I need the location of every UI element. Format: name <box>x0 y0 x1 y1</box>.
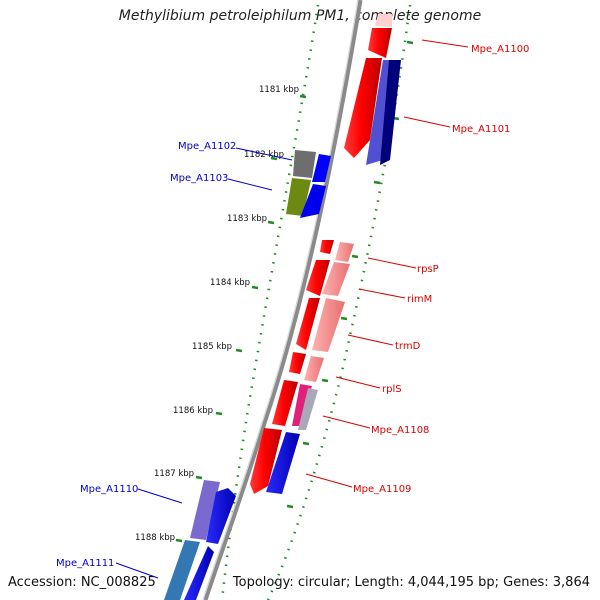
gene-feature-mpe-a1100[interactable] <box>368 14 392 58</box>
gene-feature-rpsp[interactable] <box>320 240 354 262</box>
kbp-label: 1185 kbp <box>192 342 232 352</box>
kbp-label: 1186 kbp <box>173 406 213 416</box>
gene-label-mpe-a1111: Mpe_A1111 <box>56 558 114 569</box>
leader-lines <box>115 39 469 579</box>
gene-label-mpe-a1103: Mpe_A1103 <box>170 173 228 184</box>
backbone-ring <box>202 0 363 600</box>
gene-label-mpe-a1101: Mpe_A1101 <box>452 124 510 135</box>
kbp-label: 1187 kbp <box>154 469 194 479</box>
gene-feature-trmd[interactable] <box>296 298 345 352</box>
gene-feature-rimm[interactable] <box>306 260 350 296</box>
gene-label-mpe-a1110: Mpe_A1110 <box>80 484 138 495</box>
gene-feature-rpls[interactable] <box>289 352 324 382</box>
kbp-label: 1182 kbp <box>244 150 284 160</box>
gene-label-rpsp: rpsP <box>417 264 439 275</box>
gene-labels: Mpe_A1100 Mpe_A1101 Mpe_A1102 Mpe_A1103 … <box>56 44 529 569</box>
gene-label-mpe-a1102: Mpe_A1102 <box>178 141 236 152</box>
gene-feature-mpe-a1102[interactable] <box>293 150 331 182</box>
gene-feature-mpe-a1110[interactable] <box>190 480 236 544</box>
gene-label-rpls: rplS <box>382 384 402 395</box>
kbp-labels: 1181 kbp 1182 kbp 1183 kbp 1184 kbp 1185… <box>135 85 299 543</box>
gene-feature-mpe-a1108[interactable] <box>272 380 318 430</box>
gene-label-rimm: rimM <box>407 294 432 305</box>
kbp-label: 1188 kbp <box>135 533 175 543</box>
gene-feature-mpe-a1111[interactable] <box>164 540 214 600</box>
genome-summary-text: Topology: circular; Length: 4,044,195 bp… <box>232 575 590 590</box>
kbp-label: 1181 kbp <box>259 85 299 95</box>
kbp-label: 1183 kbp <box>227 214 267 224</box>
gene-feature-mpe-a1101[interactable] <box>344 58 401 165</box>
accession-text: Accession: NC_008825 <box>8 575 156 590</box>
gene-label-mpe-a1109: Mpe_A1109 <box>353 484 411 495</box>
tick-marks <box>175 40 414 543</box>
gene-label-mpe-a1108: Mpe_A1108 <box>371 425 429 436</box>
gene-feature-mpe-a1109[interactable] <box>250 428 300 494</box>
gene-feature-mpe-a1103[interactable] <box>286 178 326 218</box>
kbp-label: 1184 kbp <box>210 278 250 288</box>
gene-label-trmd: trmD <box>395 341 421 352</box>
gene-label-mpe-a1100: Mpe_A1100 <box>471 44 529 55</box>
